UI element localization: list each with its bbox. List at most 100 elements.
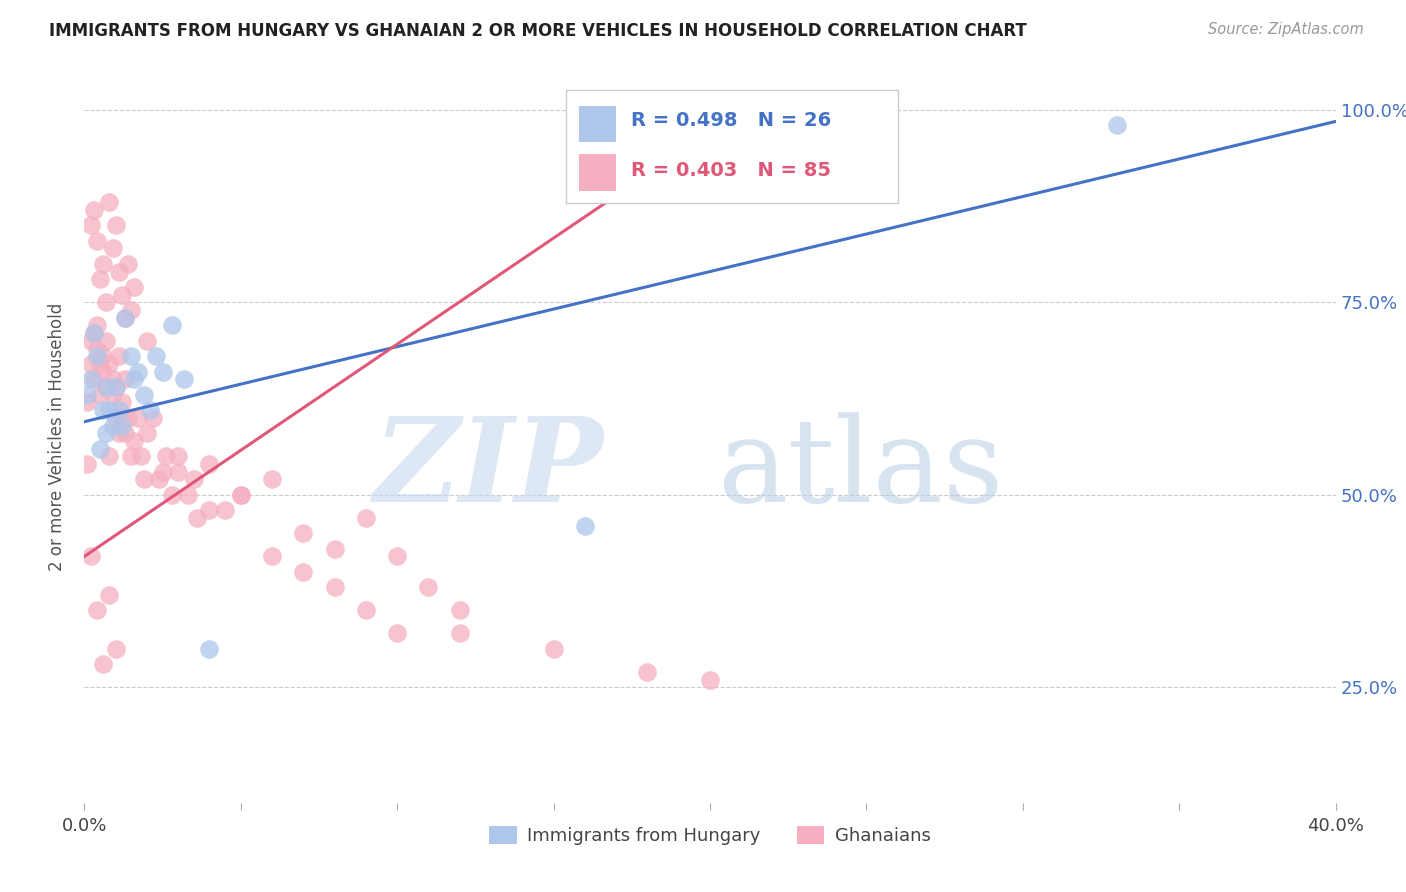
- Point: [76, 395, 98, 409]
- Point: [98, 403, 121, 417]
- Point: [98, 357, 121, 371]
- Point: [98, 588, 121, 602]
- Point: [98, 450, 121, 464]
- Point: [229, 488, 252, 502]
- Point: [111, 287, 134, 301]
- Point: [120, 349, 142, 363]
- Point: [107, 264, 129, 278]
- Point: [107, 403, 129, 417]
- Point: [101, 372, 124, 386]
- Point: [354, 603, 377, 617]
- Point: [183, 472, 205, 486]
- Point: [323, 541, 346, 556]
- Point: [637, 665, 659, 679]
- Point: [152, 465, 174, 479]
- Point: [107, 349, 129, 363]
- Point: [89, 357, 111, 371]
- Point: [173, 372, 195, 386]
- Point: [91, 349, 114, 363]
- Point: [152, 365, 174, 379]
- Point: [354, 511, 377, 525]
- Point: [136, 334, 159, 348]
- Point: [79, 372, 101, 386]
- Point: [86, 349, 108, 363]
- Point: [186, 511, 208, 525]
- Point: [1105, 118, 1128, 132]
- Legend: Immigrants from Hungary, Ghanaians: Immigrants from Hungary, Ghanaians: [482, 819, 938, 852]
- Point: [148, 472, 170, 486]
- Point: [104, 380, 127, 394]
- Point: [96, 426, 118, 441]
- Point: [198, 503, 221, 517]
- Point: [262, 549, 284, 564]
- Point: [145, 349, 167, 363]
- Point: [132, 472, 155, 486]
- Point: [104, 641, 127, 656]
- Point: [323, 580, 346, 594]
- Point: [86, 603, 108, 617]
- Point: [89, 442, 111, 456]
- Point: [104, 219, 127, 233]
- Point: [79, 334, 101, 348]
- Point: [96, 334, 118, 348]
- Point: [96, 380, 118, 394]
- Point: [139, 403, 162, 417]
- Point: [111, 410, 134, 425]
- Point: [574, 518, 596, 533]
- Point: [449, 603, 471, 617]
- Point: [101, 388, 124, 402]
- Bar: [567, 90, 898, 203]
- Point: [132, 388, 155, 402]
- Point: [76, 388, 98, 402]
- Point: [96, 295, 118, 310]
- Point: [114, 372, 136, 386]
- Point: [262, 472, 284, 486]
- Point: [83, 372, 105, 386]
- Point: [86, 342, 108, 356]
- Point: [385, 549, 409, 564]
- Point: [124, 280, 146, 294]
- Y-axis label: 2 or more Vehicles in Household: 2 or more Vehicles in Household: [48, 303, 66, 571]
- Point: [114, 426, 136, 441]
- Point: [89, 272, 111, 286]
- Bar: [579, 106, 616, 143]
- Point: [79, 357, 101, 371]
- Point: [98, 195, 121, 210]
- Point: [160, 318, 183, 333]
- Point: [86, 318, 108, 333]
- Point: [543, 641, 565, 656]
- Text: ZIP: ZIP: [374, 412, 603, 527]
- Point: [86, 234, 108, 248]
- Text: IMMIGRANTS FROM HUNGARY VS GHANAIAN 2 OR MORE VEHICLES IN HOUSEHOLD CORRELATION : IMMIGRANTS FROM HUNGARY VS GHANAIAN 2 OR…: [49, 22, 1026, 40]
- Point: [89, 388, 111, 402]
- Point: [91, 257, 114, 271]
- Point: [83, 326, 105, 340]
- Point: [292, 565, 315, 579]
- Point: [127, 365, 149, 379]
- Point: [91, 403, 114, 417]
- Point: [114, 310, 136, 325]
- Point: [136, 426, 159, 441]
- Point: [120, 303, 142, 318]
- Point: [124, 372, 146, 386]
- Text: atlas: atlas: [717, 413, 1004, 527]
- Point: [76, 457, 98, 471]
- Point: [127, 410, 149, 425]
- Point: [114, 310, 136, 325]
- Bar: [579, 154, 616, 191]
- Point: [101, 418, 124, 433]
- Point: [176, 488, 198, 502]
- Point: [117, 257, 139, 271]
- Point: [129, 450, 152, 464]
- Text: R = 0.498   N = 26: R = 0.498 N = 26: [631, 111, 831, 130]
- Point: [418, 580, 440, 594]
- Point: [83, 202, 105, 217]
- Text: R = 0.403   N = 85: R = 0.403 N = 85: [631, 161, 831, 179]
- Point: [699, 673, 721, 687]
- Point: [385, 626, 409, 640]
- Point: [167, 450, 190, 464]
- Point: [91, 657, 114, 672]
- Point: [83, 326, 105, 340]
- Point: [101, 242, 124, 256]
- Point: [91, 365, 114, 379]
